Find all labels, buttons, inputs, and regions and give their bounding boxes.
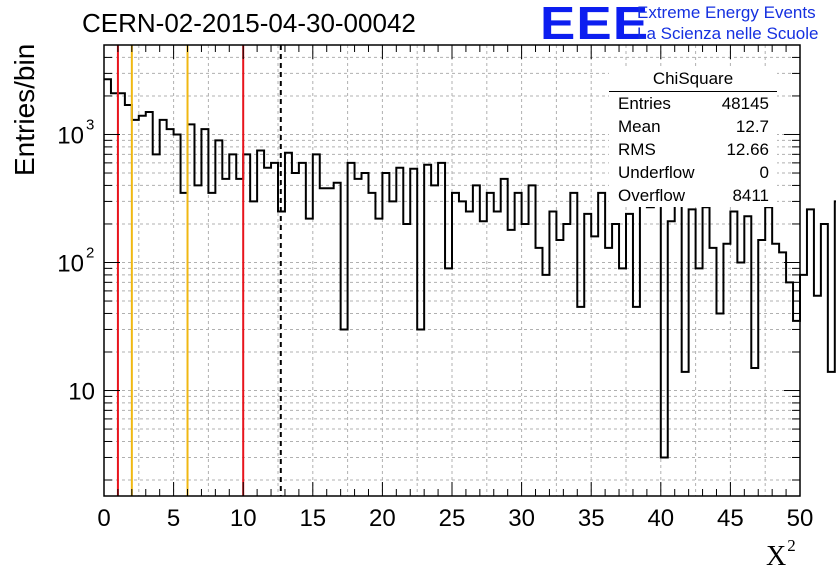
x-tick-label: 40: [647, 505, 674, 532]
stats-row-overflow: Overflow 8411: [609, 184, 777, 207]
stats-value: 8411: [732, 186, 769, 205]
x-axis-label-superscript: 2: [787, 536, 796, 555]
stats-row-entries: Entries 48145: [609, 92, 777, 115]
stats-box: ChiSquare Entries 48145 Mean 12.7 RMS 12.66…: [609, 68, 777, 207]
y-tick-label: 10: [57, 251, 84, 278]
eee-logo: EEE: [540, 0, 650, 49]
stats-row-underflow: Underflow 0: [609, 161, 777, 184]
x-tick-label: 20: [369, 505, 396, 532]
x-tick-label: 10: [230, 505, 257, 532]
x-tick-label: 0: [97, 505, 110, 532]
stats-label: Entries: [618, 94, 671, 113]
stats-row-mean: Mean 12.7: [609, 115, 777, 138]
x-tick-label: 30: [508, 505, 535, 532]
x-tick-label: 50: [787, 505, 814, 532]
x-tick-label: 45: [717, 505, 744, 532]
brand-line-1: Extreme Energy Events: [637, 3, 816, 22]
stats-label: RMS: [618, 140, 656, 159]
stats-value: 48145: [721, 94, 769, 113]
brand-line-2: La Scienza nelle Scuole: [637, 24, 819, 43]
y-tick-exponent: 3: [86, 116, 94, 133]
x-tick-label: 5: [167, 505, 180, 532]
stats-label: Mean: [618, 117, 661, 136]
y-tick-label: 10: [68, 379, 95, 406]
stats-label: Overflow: [618, 186, 686, 205]
stats-row-rms: RMS 12.66: [609, 138, 777, 161]
stats-title: ChiSquare: [609, 68, 777, 92]
stats-value: 0: [759, 163, 769, 182]
x-tick-label: 25: [439, 505, 466, 532]
x-axis-label-symbol: X: [766, 541, 787, 572]
y-axis-label: Entries/bin: [9, 43, 40, 176]
stats-label: Underflow: [618, 163, 695, 182]
chart-title: CERN-02-2015-04-30-00042: [82, 8, 416, 38]
x-tick-label: 15: [299, 505, 326, 532]
stats-value: 12.66: [726, 140, 769, 159]
x-axis-label: X2: [766, 536, 796, 573]
stats-value: 12.7: [735, 117, 769, 136]
y-tick-label: 10: [57, 122, 84, 149]
histogram-series: [104, 78, 836, 459]
y-tick-exponent: 2: [86, 245, 94, 262]
x-tick-label: 35: [578, 505, 605, 532]
